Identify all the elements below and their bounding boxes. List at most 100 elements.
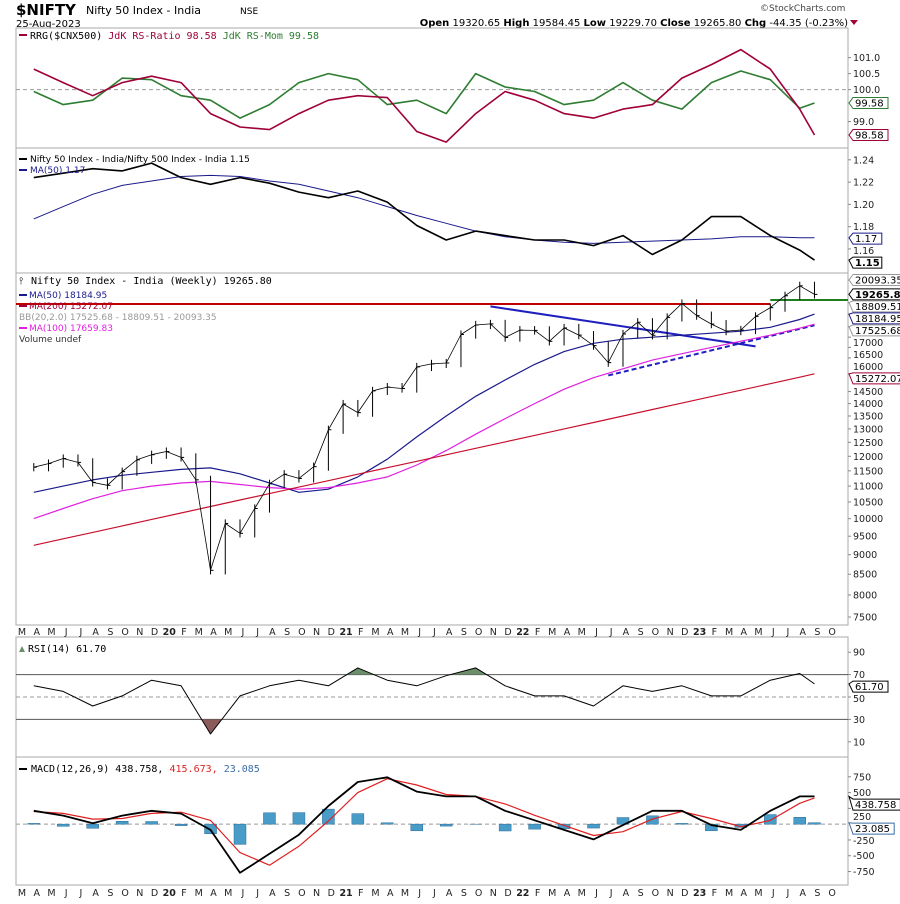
macd-histogram-bar (381, 823, 393, 824)
x-axis-label: J (609, 627, 613, 638)
x-axis-label: J (771, 627, 775, 638)
rrg-legend-swatch (19, 34, 27, 36)
ma50-swatch (19, 294, 27, 296)
y-tick-label: 1.16 (853, 246, 874, 257)
macd-swatch (19, 768, 27, 770)
x-axis-label: O (121, 627, 128, 638)
x-axis-label: J (64, 888, 68, 899)
macd-histogram-bar (794, 817, 806, 824)
triangle-down-icon (850, 20, 858, 25)
y-tick-label: 16500 (853, 350, 883, 361)
x-axis-label: M (725, 627, 733, 638)
y-tick-label: 12500 (853, 438, 883, 449)
ratio-ma-legend: MA(50) 1.17 (30, 166, 85, 176)
x-axis-label: M (548, 888, 556, 899)
x-axis-label: S (638, 627, 644, 638)
x-axis-label: 20 (163, 888, 177, 899)
x-axis-label: M (47, 627, 55, 638)
y-tick-label: 10000 (853, 514, 883, 525)
panel-frame (16, 757, 848, 885)
x-axis-label: J (417, 888, 421, 899)
y-tick-label: 1.18 (853, 222, 874, 233)
y-tick-label: 16000 (853, 362, 883, 373)
y-tick-label: 14500 (853, 387, 883, 398)
signal-legend-value: 415.673, (169, 764, 217, 775)
x-axis-label: A (269, 888, 276, 899)
x-axis-label: A (387, 627, 394, 638)
x-axis-label: M (18, 627, 26, 638)
x-axis-label: J (79, 888, 83, 899)
rrg-legend: RRG($CNX500) JdK RS-Ratio 98.58 JdK RS-M… (19, 31, 319, 42)
x-axis-label: M (371, 627, 379, 638)
x-axis-label: A (269, 627, 276, 638)
open-value: 19320.65 (452, 18, 500, 29)
y-tick-label: 8000 (853, 590, 877, 601)
x-axis-label: O (652, 888, 659, 899)
rs-ratio-legend: JdK RS-Ratio 98.58 (108, 31, 216, 42)
x-axis-label: F (712, 627, 717, 638)
x-axis-label: S (638, 888, 644, 899)
y-tick-label: 250 (853, 812, 871, 823)
x-axis-label: J (609, 888, 613, 899)
chg-label: Chg (745, 18, 767, 29)
x-axis-label: A (210, 888, 217, 899)
macd-histogram-bar (588, 824, 600, 828)
x-axis-label: 20 (163, 627, 177, 638)
low-value: 19229.70 (609, 18, 657, 29)
x-axis-label: J (241, 888, 245, 899)
y-tick-label: 101.0 (853, 53, 880, 64)
y-tick-label: 10 (853, 737, 865, 748)
x-axis-label: J (594, 888, 598, 899)
x-axis-label: N (667, 627, 674, 638)
macd-histogram-bar (175, 824, 187, 825)
value-tag-label: 1.15 (855, 258, 880, 269)
x-axis-label: A (741, 888, 748, 899)
x-axis-label: M (195, 888, 203, 899)
macd-histogram-bar (411, 824, 423, 831)
x-axis-label: M (548, 627, 556, 638)
macd-histogram-bar (499, 824, 511, 831)
x-axis-label: J (771, 888, 775, 899)
candlestick-icon: ⫯ (18, 276, 23, 287)
x-axis-label: O (828, 888, 835, 899)
y-tick-label: 100.0 (853, 85, 880, 96)
x-axis-label: 23 (693, 627, 706, 638)
x-axis-label: D (504, 888, 511, 899)
price-legend-title: Nifty 50 Index - India (Weekly) 19265.80 (31, 276, 272, 287)
value-tag-label: 15272.07 (855, 374, 900, 385)
macd-histogram-bar (440, 824, 452, 826)
y-tick-label: 750 (853, 772, 871, 783)
symbol: $NIFTY (16, 1, 77, 19)
ohlc-line: Open 19320.65 High 19584.45 Low 19229.70… (420, 18, 848, 29)
x-axis-label: S (107, 888, 113, 899)
x-axis-label: M (401, 627, 409, 638)
low-label: Low (584, 18, 606, 29)
close-value: 19265.80 (694, 18, 742, 29)
macd-histogram-bar (87, 824, 99, 828)
x-axis-label: N (136, 888, 143, 899)
macd-histogram-bar (57, 824, 69, 826)
x-axis-label: A (446, 627, 453, 638)
x-axis-label: F (712, 888, 717, 899)
x-axis-label: S (814, 627, 820, 638)
x-axis-label: D (504, 627, 511, 638)
x-axis-label: M (754, 888, 762, 899)
value-tag-label: 19265.80 (855, 290, 900, 301)
x-axis-label: O (298, 627, 305, 638)
x-axis-label: S (814, 888, 820, 899)
index-name: Nifty 50 Index - India (86, 4, 201, 17)
macd-histogram-bar (234, 824, 246, 844)
y-tick-label: 12000 (853, 452, 883, 463)
rsi-legend: RSI(14) 61.70 (19, 644, 106, 655)
x-axis-label: S (461, 627, 467, 638)
y-tick-label: 90 (853, 648, 865, 659)
x-axis-label: N (667, 888, 674, 899)
value-tag-label: 20093.35 (855, 276, 900, 287)
y-tick-label: 500 (853, 788, 871, 799)
x-axis-label: F (358, 888, 363, 899)
x-axis-label: M (754, 627, 762, 638)
x-axis-label: F (535, 888, 540, 899)
x-axis-label: J (432, 627, 436, 638)
value-tag-label: 99.58 (855, 99, 884, 110)
